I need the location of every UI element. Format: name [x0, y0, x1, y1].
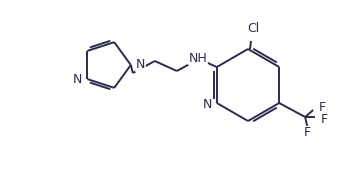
- Text: F: F: [321, 113, 328, 125]
- Text: NH: NH: [188, 52, 207, 64]
- Text: N: N: [136, 58, 145, 72]
- Text: Cl: Cl: [247, 22, 259, 36]
- Text: N: N: [73, 73, 82, 86]
- Text: F: F: [319, 100, 326, 114]
- Text: N: N: [202, 98, 212, 111]
- Text: F: F: [304, 126, 311, 140]
